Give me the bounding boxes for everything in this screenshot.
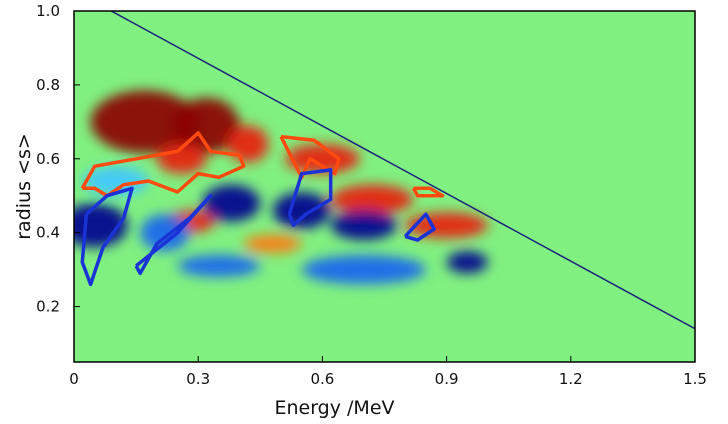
heat-blob: [272, 192, 331, 229]
x-tick-label: 0.3: [186, 370, 210, 388]
contour-line: [80, 186, 134, 287]
contour-line: [403, 212, 436, 242]
y-tick-label: 0.6: [36, 150, 60, 168]
x-axis-label: Energy /MeV: [274, 397, 394, 419]
y-tick-label: 0.8: [36, 76, 60, 94]
x-tick-label: 0.9: [435, 370, 459, 388]
contour-line: [80, 131, 246, 198]
heat-blob: [405, 212, 488, 239]
heat-blob: [330, 184, 414, 215]
y-tick-label: 0.2: [36, 298, 60, 316]
heat-blob: [202, 184, 261, 222]
y-tick-label: 1.0: [36, 2, 60, 20]
heat-blob: [227, 125, 269, 163]
contour-line: [411, 186, 445, 198]
x-tick-label: 0.6: [310, 370, 334, 388]
heat-blob: [177, 254, 261, 278]
heat-blob: [90, 90, 199, 154]
contour-line: [134, 193, 213, 276]
contour-lines: [80, 131, 445, 287]
boundary-line: [110, 11, 695, 330]
heatmap-blobs: [74, 90, 488, 285]
heat-blob: [446, 251, 488, 274]
heat-blob: [285, 144, 360, 174]
x-tick-label: 1.5: [683, 370, 707, 388]
heat-blob: [330, 210, 397, 241]
plot-frame: [73, 10, 696, 363]
heat-blob: [243, 234, 302, 254]
contour-line: [287, 168, 333, 228]
heat-blob: [301, 254, 426, 285]
heat-blob: [140, 214, 190, 252]
x-tick-label: 0: [69, 370, 79, 388]
x-tick-label: 1.2: [559, 370, 583, 388]
y-tick-label: 0.4: [36, 224, 60, 242]
y-axis-label: radius <s>: [13, 133, 35, 240]
